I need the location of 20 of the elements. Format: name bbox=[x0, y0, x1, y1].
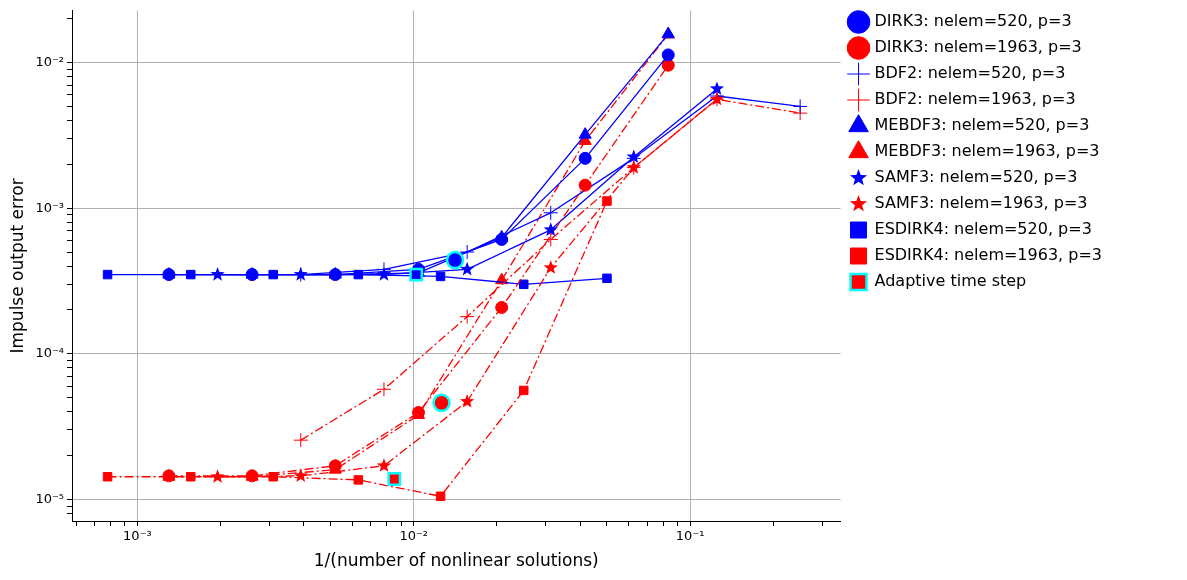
legend-label: SAMF3: nelem=1963, p=3 bbox=[874, 193, 1088, 213]
legend-label: ESDIRK4: nelem=520, p=3 bbox=[874, 219, 1092, 239]
legend-label: ESDIRK4: nelem=1963, p=3 bbox=[874, 245, 1102, 265]
legend-label: MEBDF3: nelem=520, p=3 bbox=[874, 115, 1090, 135]
legend-label: MEBDF3: nelem=1963, p=3 bbox=[874, 141, 1100, 161]
legend-label: SAMF3: nelem=520, p=3 bbox=[874, 167, 1078, 187]
y-tick-label: 10⁻³ bbox=[35, 199, 65, 215]
x-tick-label: 10⁻² bbox=[399, 528, 429, 544]
legend-label: DIRK3: nelem=1963, p=3 bbox=[874, 37, 1082, 57]
y-tick-label: 10⁻² bbox=[35, 54, 65, 69]
x-axis-title: 1/(number of nonlinear solutions) bbox=[313, 550, 599, 571]
y-tick-label: 10⁻⁵ bbox=[35, 490, 65, 506]
legend-label: DIRK3: nelem=520, p=3 bbox=[874, 11, 1072, 31]
legend-label: Adaptive time step bbox=[874, 271, 1027, 291]
x-tick-label: 10⁻³ bbox=[123, 528, 152, 544]
y-tick-label: 10⁻⁴ bbox=[35, 345, 65, 361]
legend-label: BDF2: nelem=520, p=3 bbox=[874, 63, 1066, 83]
legend-label: BDF2: nelem=1963, p=3 bbox=[874, 89, 1076, 109]
y-axis-title: Impulse output error bbox=[6, 178, 27, 354]
x-tick-label: 10⁻¹ bbox=[675, 528, 705, 544]
